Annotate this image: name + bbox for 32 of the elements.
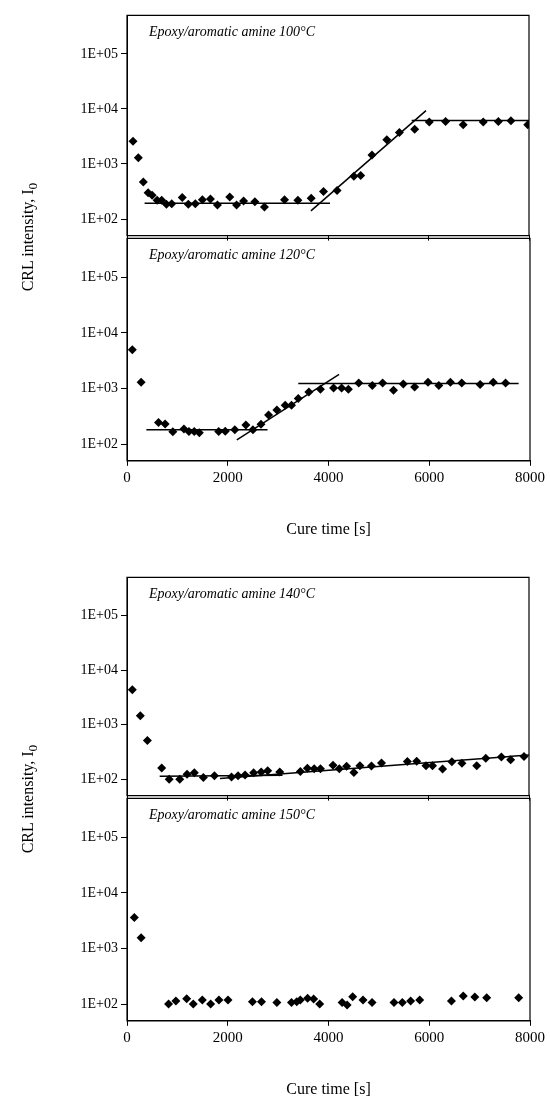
x-tick-label: 6000 (414, 468, 445, 485)
y-tick-label: 1E+03 (80, 155, 118, 171)
x-tick-label: 6000 (414, 1028, 445, 1045)
text: Epoxy/aromatic amine 120°C (148, 247, 316, 263)
y-tick-label: 1E+02 (80, 995, 118, 1011)
y-tick-label: 1E+04 (80, 100, 118, 116)
y-tick-label: 1E+04 (80, 324, 118, 340)
x-tick-label: 8000 (515, 468, 545, 485)
x-axis-title: Cure time [s] (286, 1079, 371, 1097)
text: Epoxy/aromatic amine 150°C (148, 807, 316, 823)
y-tick-label: 1E+03 (80, 380, 118, 396)
y-tick-label: 1E+03 (80, 940, 118, 956)
y-tick-label: 1E+05 (80, 45, 118, 61)
x-tick-label: 0 (123, 468, 131, 485)
y-tick-label: 1E+03 (80, 716, 118, 732)
x-tick-label: 4000 (313, 468, 344, 485)
x-tick-label: 4000 (313, 1028, 344, 1045)
text: Epoxy/aromatic amine 140°C (148, 586, 316, 602)
y-tick-label: 1E+04 (80, 661, 118, 677)
x-tick-label: 2000 (212, 468, 243, 485)
x-tick-label: 8000 (515, 1028, 545, 1045)
y-tick-label: 1E+05 (80, 828, 118, 844)
y-tick-label: 1E+05 (80, 268, 118, 284)
y-tick-label: 1E+04 (80, 884, 118, 900)
y-tick-label: 1E+02 (80, 435, 118, 451)
x-axis-title: Cure time [s] (286, 519, 371, 537)
y-tick-label: 1E+02 (80, 210, 118, 226)
text: Epoxy/aromatic amine 100°C (148, 24, 316, 40)
y-tick-label: 1E+05 (80, 607, 118, 623)
x-tick-label: 2000 (212, 1028, 243, 1045)
x-tick-label: 0 (123, 1028, 131, 1045)
y-tick-label: 1E+02 (80, 770, 118, 786)
